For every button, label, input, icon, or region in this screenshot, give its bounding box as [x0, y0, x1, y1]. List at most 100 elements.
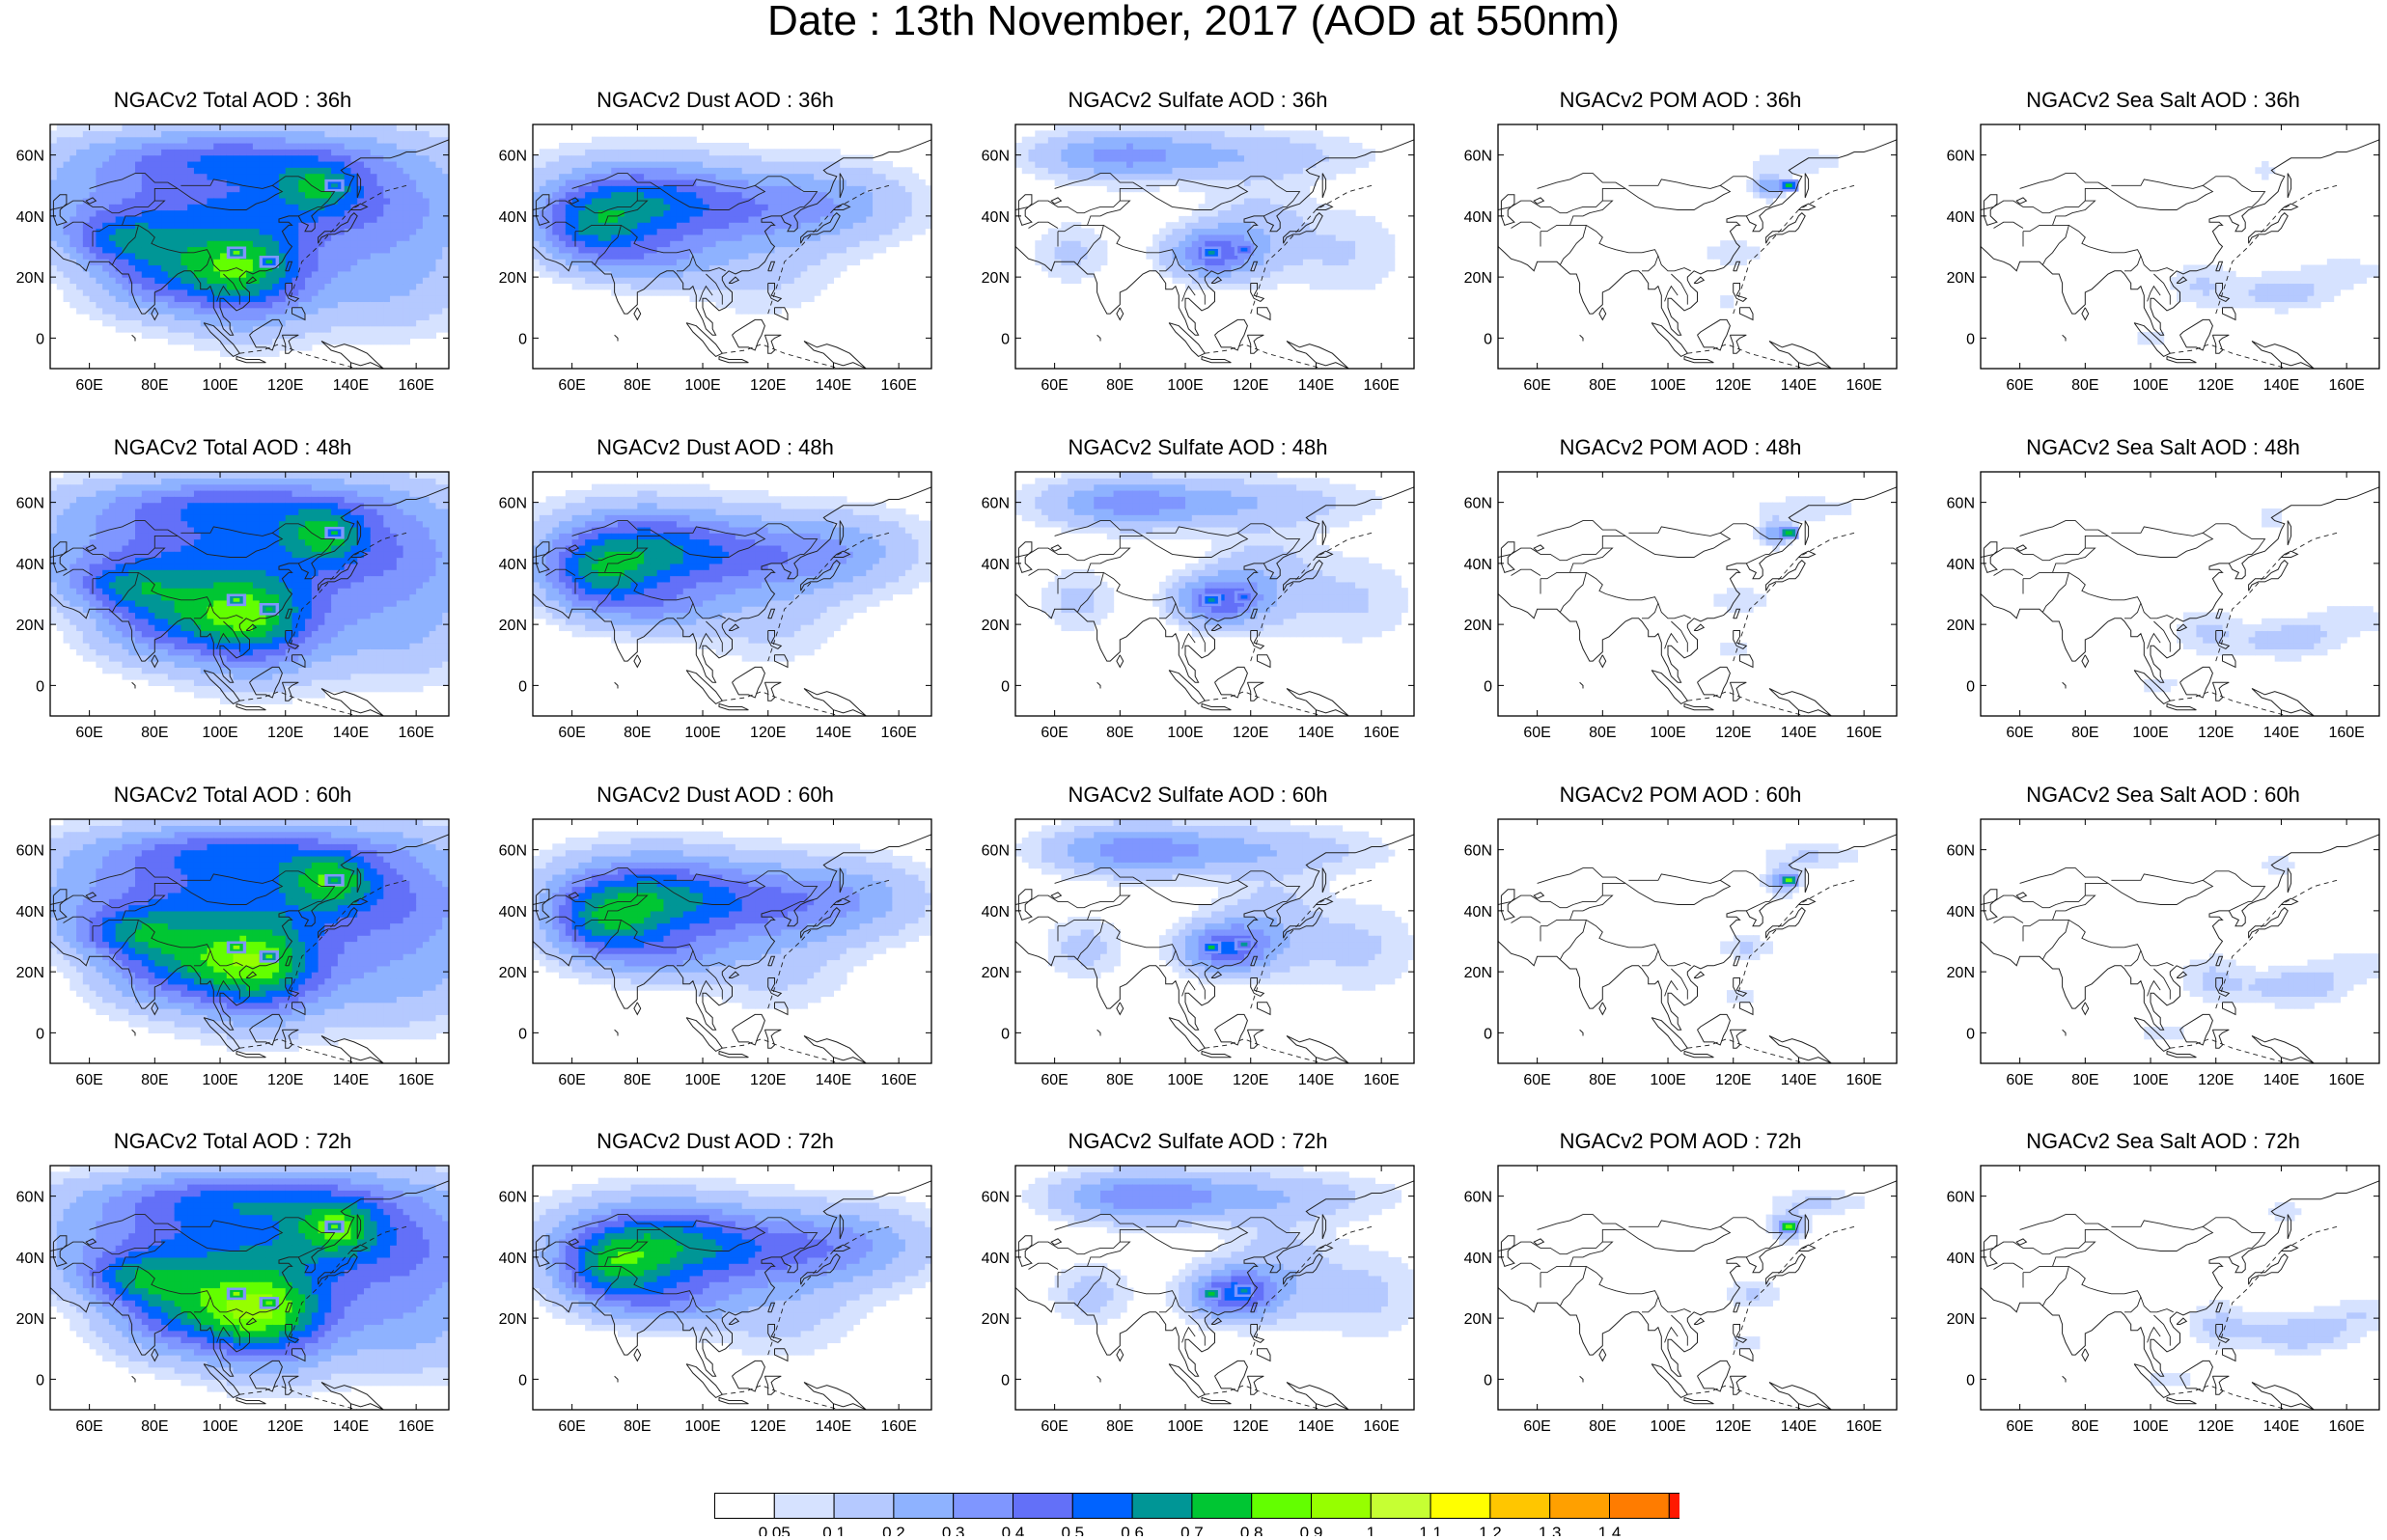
aod-cell [259, 283, 267, 290]
aod-cell [781, 204, 789, 211]
aod-cell [1302, 252, 1311, 260]
aod-cell [1035, 252, 1042, 260]
aod-cell [630, 160, 638, 168]
aod-cell [585, 228, 593, 235]
aod-cell [833, 222, 841, 230]
aod-cell [1231, 167, 1238, 175]
aod-cell [76, 234, 84, 241]
aod-cell [1217, 270, 1226, 278]
aod-cell [1348, 228, 1356, 235]
aod-cell [1113, 149, 1121, 156]
aod-cell [741, 222, 750, 230]
aod-cell [324, 222, 332, 230]
aod-cell [363, 149, 372, 156]
aod-cell [885, 209, 893, 217]
aod-cell [1021, 167, 1030, 175]
aod-cell [344, 149, 352, 156]
aod-cell [1191, 124, 1200, 131]
aod-cell [141, 124, 150, 131]
aod-cell [899, 215, 906, 223]
aod-cell [748, 228, 756, 235]
aod-cell [69, 160, 77, 168]
aod-cell [82, 289, 91, 296]
aod-cell [1080, 246, 1089, 254]
aod-cell [291, 259, 299, 266]
aod-cell [187, 246, 195, 254]
aod-cell [383, 142, 391, 150]
aod-cell [604, 167, 612, 175]
aod-cell [226, 142, 235, 150]
aod-cell [1316, 228, 1323, 235]
aod-cell [220, 259, 228, 266]
aod-cell [350, 149, 358, 156]
aod-cell [761, 185, 769, 193]
aod-cell [167, 173, 176, 180]
aod-cell [533, 179, 541, 186]
aod-cell [180, 215, 188, 223]
aod-cell [788, 270, 795, 278]
aod-cell [1257, 270, 1264, 278]
aod-cell [82, 301, 91, 309]
aod-cell [82, 222, 91, 230]
aod-cell [637, 136, 645, 144]
aod-cell [141, 197, 150, 205]
aod-cell [246, 319, 254, 327]
aod-cell [918, 204, 926, 211]
aod-cell [141, 167, 150, 175]
aod-cell [187, 142, 195, 150]
aod-cell [591, 154, 599, 162]
aod-cell [729, 167, 736, 175]
aod-cell [807, 277, 815, 285]
aod-cell [331, 307, 339, 315]
aod-cell [252, 289, 261, 296]
aod-cell [396, 222, 404, 230]
aod-cell [1185, 222, 1193, 230]
aod-cell [840, 167, 847, 175]
aod-cell [259, 209, 267, 217]
aod-cell [571, 270, 579, 278]
x-tick-label: 140E [333, 377, 369, 394]
aod-cell [390, 167, 398, 175]
aod-cell [904, 173, 913, 180]
aod-cell [207, 270, 214, 278]
aod-cell [115, 124, 124, 131]
x-tick-label: 60E [1041, 377, 1068, 394]
aod-cell [213, 215, 221, 223]
aod-cell [1126, 160, 1134, 168]
aod-cell [298, 228, 306, 235]
aod-cell [703, 277, 710, 285]
aod-cell [1257, 204, 1264, 211]
aod-cell [69, 124, 77, 131]
aod-cell [135, 197, 143, 205]
aod-cell [1355, 283, 1363, 290]
aod-cell [1068, 246, 1075, 254]
aod-cell [644, 136, 652, 144]
aod-cell [650, 283, 658, 290]
aod-cell [774, 289, 782, 296]
x-tick-label: 140E [1781, 377, 1817, 394]
aod-cell [233, 295, 240, 303]
aod-cell [187, 197, 195, 205]
aod-cell [859, 246, 867, 254]
aod-cell [611, 136, 619, 144]
aod-cell [63, 215, 70, 223]
aod-cell [833, 259, 841, 266]
aod-cell [807, 246, 815, 254]
aod-cell [1106, 167, 1115, 175]
aod-cell [278, 319, 287, 327]
aod-cell [154, 222, 162, 230]
aod-cell [193, 215, 202, 223]
aod-cell [904, 204, 913, 211]
aod-cell [1080, 167, 1089, 175]
aod-cell [252, 259, 261, 266]
aod-cell [311, 301, 319, 309]
aod-cell [807, 179, 815, 186]
aod-cell [442, 160, 449, 168]
aod-cell [533, 215, 541, 223]
aod-cell [108, 154, 117, 162]
aod-cell [409, 252, 417, 260]
aod-cell [559, 277, 567, 285]
aod-cell [800, 246, 808, 254]
aod-cell [1263, 277, 1271, 285]
aod-cell [741, 252, 750, 260]
